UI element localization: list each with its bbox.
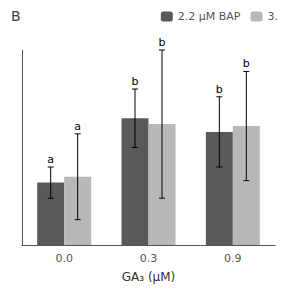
svg-text:a: a [47,153,54,166]
svg-text:b: b [216,83,223,96]
svg-text:GA₃ (μM): GA₃ (μM) [122,270,175,284]
svg-text:b: b [132,75,139,88]
svg-text:3.: 3. [268,10,279,23]
svg-text:0.9: 0.9 [224,252,242,265]
svg-text:b: b [159,36,166,49]
svg-text:a: a [74,120,81,133]
svg-text:0.3: 0.3 [140,252,158,265]
svg-text:B: B [11,8,21,24]
svg-text:b: b [243,57,250,70]
svg-text:2.2 μM BAP: 2.2 μM BAP [178,10,241,23]
svg-text:0.0: 0.0 [55,252,73,265]
